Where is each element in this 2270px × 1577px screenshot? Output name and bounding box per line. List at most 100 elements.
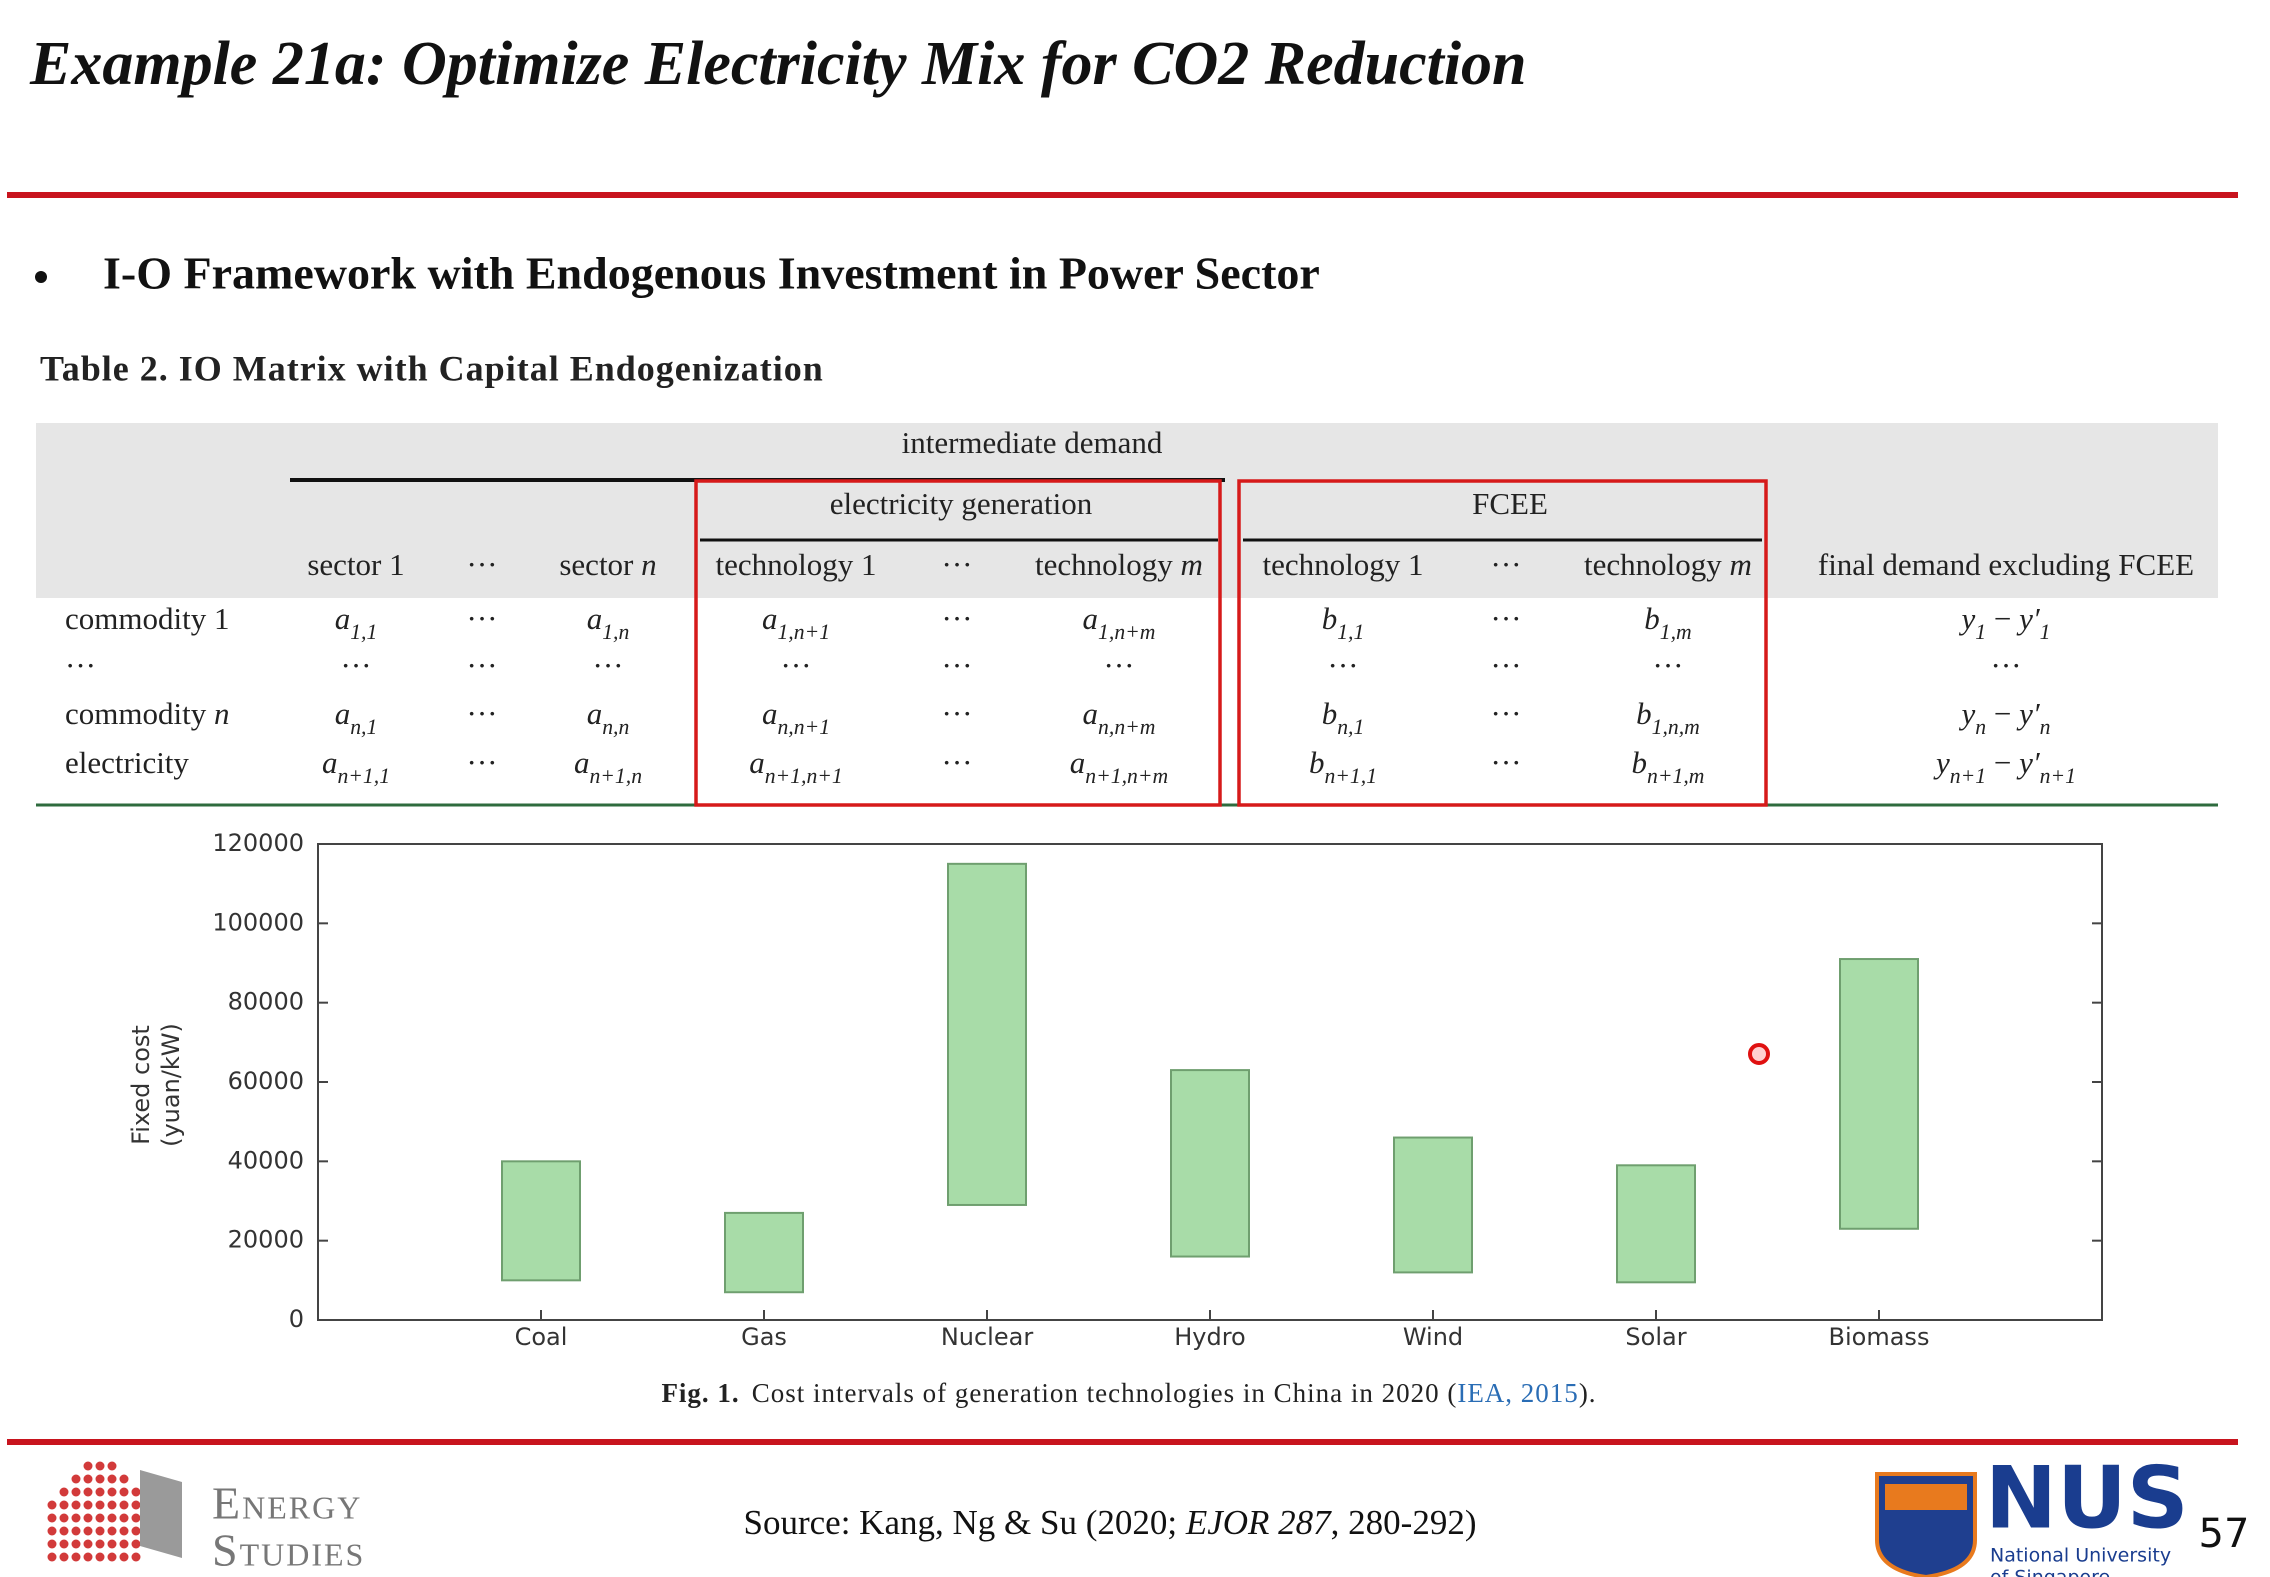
text-segment: −: [1986, 696, 2019, 731]
table: intermediate demand electricity generatio…: [36, 423, 2218, 807]
table-cell: an,1: [335, 696, 378, 739]
subscript: n+1,n+m: [1085, 764, 1168, 788]
logo-dot: [107, 1552, 117, 1562]
table-cell: an+1,n+1: [749, 745, 843, 788]
table-cell: ···: [942, 648, 973, 683]
bar: [1839, 958, 1919, 1230]
logo-dot: [59, 1539, 69, 1549]
x-tick-label: Solar: [1625, 1323, 1686, 1351]
table-cell: ···: [1104, 648, 1135, 683]
group-header: intermediate demand: [902, 425, 1163, 460]
text-segment: technology: [1584, 547, 1730, 582]
logo-dot: [47, 1526, 57, 1536]
subscript: n,n: [602, 715, 629, 739]
table-cell: ···: [1491, 745, 1522, 780]
bullet-text: I-O Framework with Endogenous Investment…: [103, 248, 1320, 299]
bar: [501, 1160, 581, 1282]
logo-dot: [47, 1539, 57, 1549]
bar: [1393, 1136, 1473, 1274]
table-cell: ···: [781, 648, 812, 683]
text-segment: technology 1: [716, 547, 877, 582]
logo-dot: [107, 1487, 117, 1497]
logo-dot: [119, 1526, 129, 1536]
text-segment: b: [1632, 745, 1648, 780]
subscript: n+1: [2040, 764, 2076, 788]
page-number: 57: [2199, 1511, 2250, 1557]
text-segment: −: [1986, 745, 2019, 780]
logo-subtitle: National University: [1990, 1545, 2171, 1567]
y-tick-label: 100000: [212, 908, 304, 936]
column-header: ···: [467, 547, 498, 582]
logo-dot: [83, 1513, 93, 1523]
logo-subtitle: of Singapore: [1990, 1567, 2110, 1577]
caption-text: Cost intervals of generation technologie…: [752, 1378, 1458, 1408]
table-cell: yn+1 − y′n+1: [1933, 745, 2076, 788]
table-cell: b1,1: [1322, 601, 1365, 644]
highlight-box: [694, 479, 1222, 807]
y-tick-label: 80000: [228, 988, 304, 1016]
subscript: 1,n,m: [1652, 715, 1700, 739]
source-text: , 280-292): [1331, 1503, 1477, 1542]
text-segment: a: [1070, 745, 1086, 780]
column-header: technology 1: [1263, 547, 1424, 582]
logo-dot: [107, 1539, 117, 1549]
x-tick-label: Nuclear: [941, 1323, 1034, 1351]
text-segment: b: [1309, 745, 1325, 780]
subscript: 1,1: [1337, 620, 1364, 644]
text-segment: a: [587, 696, 603, 731]
table-cell: a1,n: [587, 601, 630, 644]
logo-text: Studies: [212, 1525, 365, 1576]
subscript: 1: [1975, 620, 1986, 644]
source-text: Source: Kang, Ng & Su (2020;: [744, 1503, 1186, 1542]
table-cell: an+1,n+m: [1070, 745, 1168, 788]
logo-dot: [83, 1526, 93, 1536]
table-cell: ···: [593, 648, 624, 683]
table-cell: ···: [942, 601, 973, 636]
bar: [947, 862, 1027, 1206]
table-cell: ···: [942, 696, 973, 731]
logo-cube: [140, 1470, 182, 1558]
subscript: n,n+1: [777, 715, 830, 739]
subscript: 1,m: [1660, 620, 1692, 644]
y-axis-label: (yuan/kW): [157, 1023, 185, 1147]
text-segment: y: [1933, 745, 1950, 780]
subscript: 1,n+1: [777, 620, 830, 644]
subscript: n+1,n: [589, 764, 642, 788]
logo-dot: [71, 1513, 81, 1523]
logo-dot: [131, 1552, 141, 1562]
y-tick-label: 20000: [228, 1226, 304, 1254]
logo-dot: [59, 1526, 69, 1536]
chart: 0 20000 40000 60000 80000 100000 120000 Fixed c…: [127, 829, 2103, 1408]
subscript: n,1: [350, 715, 377, 739]
logo-dot: [107, 1461, 117, 1471]
text-segment: a: [762, 696, 778, 731]
table-header-bg: [36, 423, 2218, 598]
logo-dot: [95, 1487, 105, 1497]
column-header: final demand excluding FCEE: [1818, 547, 2194, 582]
table-cell: ···: [1491, 648, 1522, 683]
table-cell: ···: [341, 648, 372, 683]
table-cell: ···: [467, 601, 498, 636]
text-segment: a: [335, 696, 351, 731]
logo-dot: [131, 1500, 141, 1510]
table-cell: bn,1: [1322, 696, 1365, 739]
row-label: ···: [65, 648, 96, 683]
table-cell: bn+1,1: [1309, 745, 1377, 788]
column-header: technology m: [1035, 547, 1203, 582]
text-segment: b: [1322, 601, 1338, 636]
text-segment: b: [1322, 696, 1338, 731]
text-segment: a: [335, 601, 351, 636]
text-segment: a: [322, 745, 338, 780]
text-segment: a: [762, 601, 778, 636]
logo-dot: [71, 1526, 81, 1536]
figure-caption: Fig. 1. Cost intervals of generation tech…: [661, 1378, 1596, 1408]
logo-dot: [95, 1461, 105, 1471]
bar: [1170, 1069, 1250, 1258]
logo-name: NUS: [1985, 1448, 2189, 1548]
column-header: sector 1: [307, 547, 404, 582]
bullet-dot: [35, 271, 47, 283]
logo-dot: [131, 1526, 141, 1536]
text-segment: b: [1636, 696, 1652, 731]
